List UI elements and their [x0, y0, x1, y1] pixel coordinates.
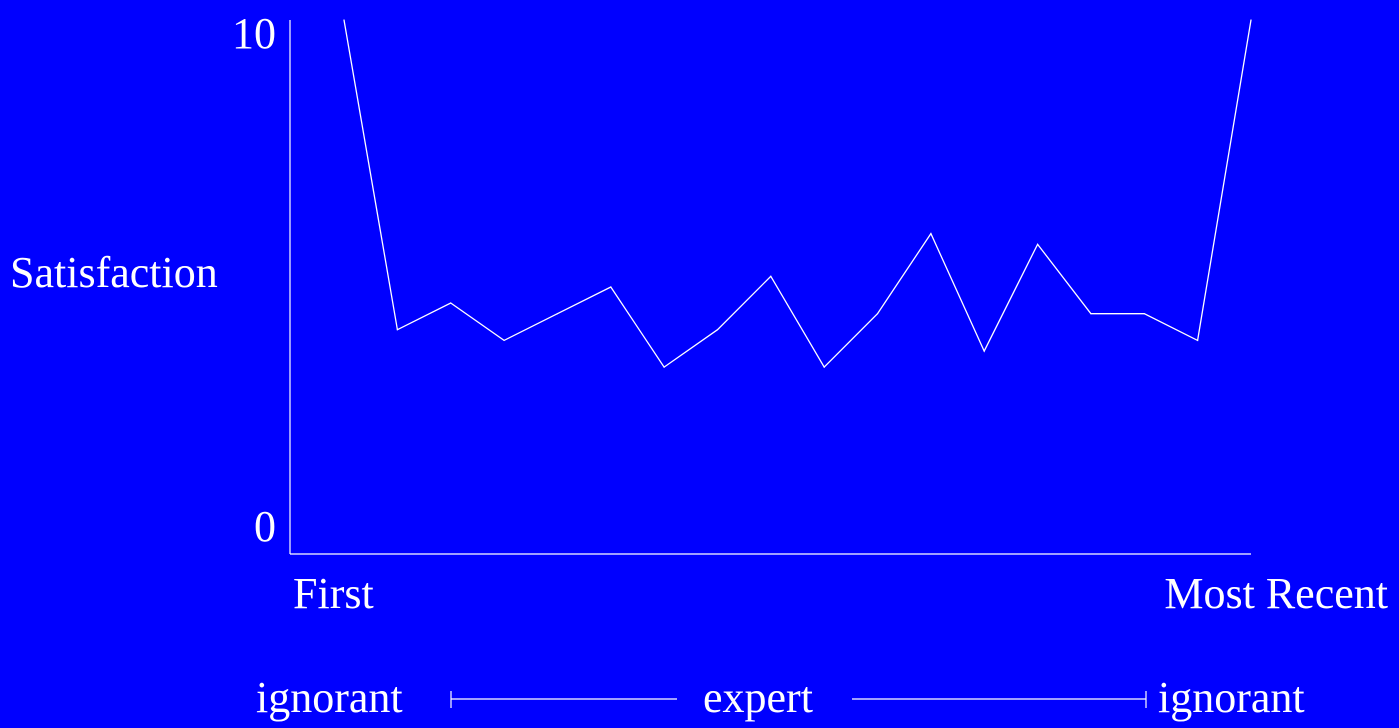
expertise-scale: ignorant expert ignorant	[256, 673, 1305, 722]
x-end-label: Most Recent	[1164, 569, 1388, 618]
data-point	[930, 233, 932, 235]
data-point	[1090, 313, 1092, 315]
data-point	[1250, 19, 1252, 21]
data-point	[556, 313, 559, 315]
data-point	[503, 339, 505, 341]
data-point	[396, 329, 398, 331]
data-point	[450, 302, 452, 304]
series-line	[343, 19, 1252, 369]
data-point	[876, 313, 879, 315]
data-point	[1143, 313, 1145, 315]
data-point	[663, 366, 665, 368]
data-point	[770, 275, 772, 277]
data-point	[343, 19, 345, 21]
x-start-label: First	[293, 569, 374, 618]
scale-start-label: ignorant	[256, 673, 403, 722]
data-point	[610, 286, 612, 288]
data-point	[716, 329, 719, 331]
y-tick-label-max: 10	[232, 9, 276, 58]
scale-end-label: ignorant	[1158, 673, 1305, 722]
data-point	[983, 350, 985, 352]
data-point	[823, 366, 825, 368]
data-point	[1197, 339, 1199, 341]
scale-middle-label: expert	[703, 673, 813, 722]
y-axis-label: Satisfaction	[10, 248, 218, 297]
y-tick-label-min: 0	[254, 502, 276, 551]
series-layer	[343, 19, 1252, 369]
data-point	[1037, 243, 1039, 245]
